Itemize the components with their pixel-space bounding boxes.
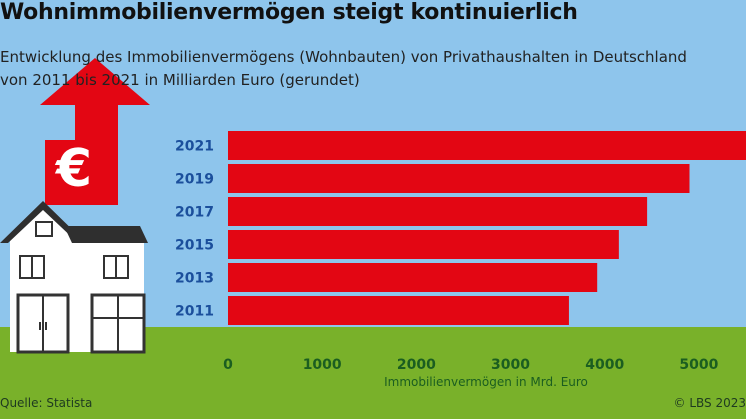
y-tick-label: 2013 <box>175 271 214 287</box>
x-tick-label: 2000 <box>397 357 436 373</box>
house-annex-roof <box>64 226 148 243</box>
house-illustration: € <box>0 58 150 354</box>
chart-title: Wohnimmobilienvermögen steigt kontinuier… <box>0 0 578 25</box>
y-tick-label: 2017 <box>175 205 214 221</box>
y-tick-label: 2015 <box>175 238 214 254</box>
bar-2019 <box>228 164 690 193</box>
copyright-note: © LBS 2023 <box>673 396 746 410</box>
x-tick-label: 3000 <box>491 357 530 373</box>
x-tick-label: 5000 <box>679 357 718 373</box>
euro-icon: € <box>55 139 92 199</box>
bar-2021 <box>228 131 746 160</box>
subtitle-line-1: Entwicklung des Immobilienvermögens (Woh… <box>0 48 687 66</box>
x-tick-label: 0 <box>223 357 233 373</box>
dormer-window <box>35 221 53 237</box>
bar-2015 <box>228 230 619 259</box>
subtitle-line-2: von 2011 bis 2021 in Milliarden Euro (ge… <box>0 71 360 89</box>
y-tick-label: 2021 <box>175 139 214 155</box>
y-tick-label: 2019 <box>175 172 214 188</box>
bar-2011 <box>228 296 569 325</box>
x-axis-label: Immobilienvermögen in Mrd. Euro <box>384 375 588 389</box>
growth-arrow-icon <box>40 58 150 205</box>
x-tick-label: 1000 <box>303 357 342 373</box>
y-tick-label: 2011 <box>175 304 214 320</box>
x-tick-label: 4000 <box>585 357 624 373</box>
bar-2017 <box>228 197 648 226</box>
bar-2013 <box>228 263 598 292</box>
source-note: Quelle: Statista <box>0 396 93 410</box>
